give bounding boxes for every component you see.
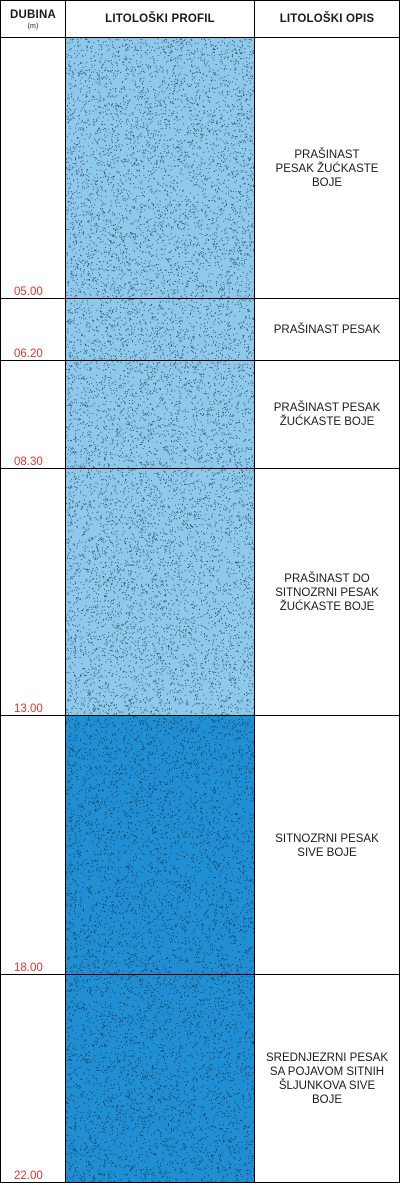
column-separator-2 <box>254 0 255 1183</box>
depth-label-3: 08.30 <box>14 456 43 468</box>
profile-layer-5 <box>66 716 254 975</box>
depth-header-unit: (m) <box>27 22 39 30</box>
profile-layer-1 <box>66 38 254 299</box>
layer-description-2: PRAŠINAST PESAK <box>273 324 381 336</box>
profile-layer-2 <box>66 299 254 361</box>
profile-column-header: LITOLOŠKI PROFIL <box>66 0 254 38</box>
sand-pattern <box>66 38 254 299</box>
layer-description-6: SREDNJEZRNI PESAK SA POJAVOM SITNIH ŠLJU… <box>265 1052 389 1106</box>
border-left <box>0 0 1 1183</box>
column-separator-1 <box>65 0 66 1183</box>
depth-column-header: DUBINA (m) <box>0 0 66 38</box>
depth-label-2: 06.20 <box>14 348 43 360</box>
profile-layer-3 <box>66 361 254 469</box>
border-top <box>0 0 400 1</box>
layer-boundary-line-2 <box>0 360 400 361</box>
layer-description-1: PRAŠINAST PESAK ŽUĆKASTE BOJE <box>275 148 379 189</box>
profile-header-title: LITOLOŠKI PROFIL <box>105 13 215 25</box>
layer-description-5: SITNOZRNI PESAK SIVE BOJE <box>275 832 379 859</box>
sand-pattern <box>66 361 254 469</box>
sand-pattern <box>66 299 254 361</box>
sand-pattern <box>66 975 254 1183</box>
layer-boundary-line-4 <box>0 715 400 716</box>
layer-boundary-line-6 <box>0 1182 400 1183</box>
profile-layer-4 <box>66 469 254 716</box>
depth-header-title: DUBINA <box>10 8 56 21</box>
layer-boundary-line-1 <box>0 298 400 299</box>
layer-boundary-line-5 <box>0 974 400 975</box>
depth-label-5: 18.00 <box>14 962 43 974</box>
sand-pattern <box>66 469 254 716</box>
layer-boundary-line-3 <box>0 468 400 469</box>
layer-description-3: PRAŠINAST PESAK ŽUĆKASTE BOJE <box>273 402 381 428</box>
depth-label-6: 22.00 <box>14 1170 43 1182</box>
header-bottom-line <box>0 37 400 38</box>
profile-layer-6 <box>66 975 254 1183</box>
depth-label-1: 05.00 <box>14 286 43 298</box>
description-column-header: LITOLOŠKI OPIS <box>254 0 400 38</box>
description-header-title: LITOLOŠKI OPIS <box>279 13 375 25</box>
sand-pattern <box>66 716 254 975</box>
layer-description-4: PRAŠINAST DO SITNOZRNI PESAK ŽUĆKASTE BO… <box>275 572 379 613</box>
depth-label-4: 13.00 <box>14 703 43 715</box>
